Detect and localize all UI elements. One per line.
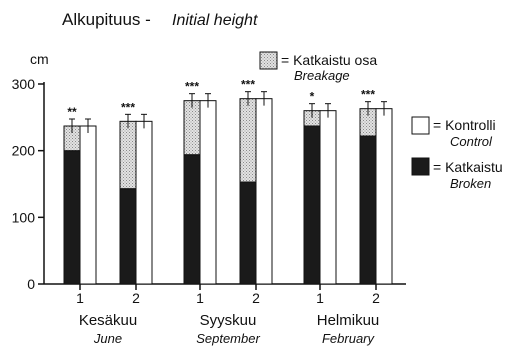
bar-broken	[63, 150, 81, 285]
legend-control-label: = Kontrolli	[433, 117, 496, 133]
subgroup-label: 2	[372, 290, 380, 306]
subgroup-label: 1	[316, 290, 324, 306]
legend-breakage-label: = Katkaistu osa	[281, 52, 377, 68]
bars: ** ****** **** ***	[63, 78, 393, 285]
bar-broken	[119, 188, 137, 285]
bar-broken	[303, 125, 321, 285]
month-label-english: September	[196, 331, 260, 346]
subgroup-label: 1	[196, 290, 204, 306]
x-axis-labels: 1 2 Kesäkuu June 1 2 Syyskuu September 1 2 Helmiku…	[76, 290, 380, 346]
bar-broken	[359, 135, 377, 285]
significance-marker: ***	[361, 88, 375, 102]
bar-breakage	[239, 98, 257, 183]
legend-broken-label-english: Broken	[450, 176, 491, 191]
month-label: Helmikuu	[317, 312, 380, 329]
significance-marker: **	[67, 105, 77, 119]
bar-broken	[183, 154, 201, 285]
subgroup-label: 2	[132, 290, 140, 306]
bar-control	[135, 120, 153, 285]
month-label-english: February	[322, 331, 376, 346]
bar-control	[199, 100, 217, 285]
subgroup-label: 1	[76, 290, 84, 306]
significance-marker: ***	[185, 80, 199, 94]
bar-control	[255, 98, 273, 285]
significance-marker: ***	[241, 78, 255, 92]
chart-title-english: Initial height	[172, 12, 258, 29]
bar-broken	[239, 181, 257, 285]
bar-control	[319, 110, 337, 285]
chart-title: Alkupituus -	[62, 10, 151, 29]
month-label-english: June	[93, 331, 122, 346]
month-label: Syyskuu	[200, 312, 257, 329]
legend-broken-swatch	[411, 157, 430, 176]
legend-control-swatch	[411, 116, 430, 135]
y-tick-label: 100	[12, 209, 36, 225]
y-tick-label: 200	[12, 143, 36, 159]
y-axis-unit: cm	[30, 51, 49, 67]
bar-breakage	[119, 120, 137, 190]
y-tick-label: 300	[12, 76, 36, 92]
legend-breakage-swatch	[259, 51, 278, 70]
legend-breakage-label-english: Breakage	[294, 68, 350, 83]
significance-marker: ***	[121, 100, 135, 114]
legend: = Katkaistu osa Breakage = Kontrolli Con…	[259, 51, 503, 191]
axes: 0 100 200 300	[12, 76, 406, 292]
legend-control-label-english: Control	[450, 134, 493, 149]
bar-control	[79, 125, 97, 285]
bar-control	[375, 108, 393, 285]
month-label: Kesäkuu	[79, 312, 137, 329]
significance-marker: *	[310, 90, 315, 104]
bar-breakage	[183, 100, 201, 156]
y-tick-label: 0	[27, 276, 35, 292]
legend-broken-label: = Katkaistu	[433, 159, 503, 175]
subgroup-label: 2	[252, 290, 260, 306]
